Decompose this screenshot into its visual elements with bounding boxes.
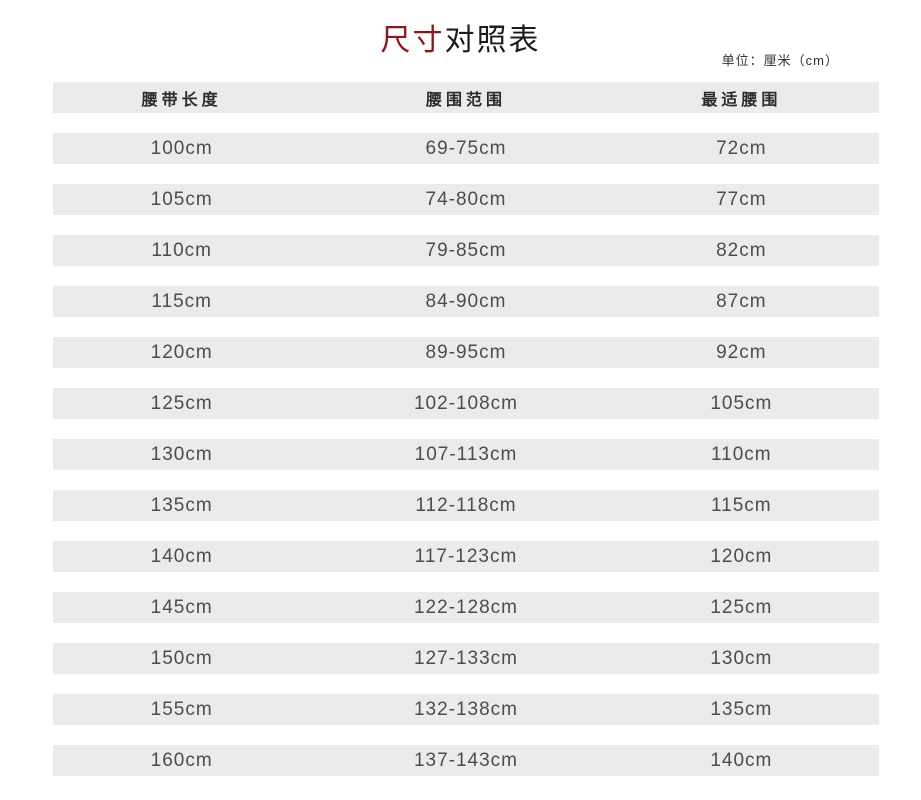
table-cell-belt-length: 115cm xyxy=(151,290,212,312)
page-title: 尺寸对照表 xyxy=(0,26,921,56)
table-row: 140cm 117-123cm 120cm xyxy=(53,541,879,572)
table-cell-belt-length: 120cm xyxy=(150,341,213,363)
table-row: 150cm 127-133cm 130cm xyxy=(53,643,879,674)
table-cell-belt-length: 155cm xyxy=(150,698,213,720)
table-cell-belt-length: 100cm xyxy=(150,137,213,159)
header-cell-belt-length: 腰带长度 xyxy=(141,91,222,109)
title-accent: 尺寸 xyxy=(380,24,445,57)
title-rest: 对照表 xyxy=(444,24,541,57)
table-row: 125cm 102-108cm 105cm xyxy=(53,388,879,419)
header-cell-best-waist: 最适腰围 xyxy=(701,91,782,109)
table-cell-belt-length: 110cm xyxy=(151,239,212,261)
table-row: 105cm 74-80cm 77cm xyxy=(53,184,879,215)
table-cell-belt-length: 150cm xyxy=(150,647,213,669)
table-cell-belt-length: 160cm xyxy=(150,749,213,771)
table-cell-belt-length: 125cm xyxy=(150,392,213,414)
table-cell-best-waist: 140cm xyxy=(710,749,773,771)
table-cell-best-waist: 87cm xyxy=(716,290,767,312)
table-cell-belt-length: 105cm xyxy=(150,188,213,210)
table-cell-waist-range: 107-113cm xyxy=(414,443,518,465)
table-cell-belt-length: 130cm xyxy=(150,443,213,465)
header-cell-waist-range: 腰围范围 xyxy=(425,91,506,109)
table-cell-best-waist: 115cm xyxy=(711,494,772,516)
table-cell-waist-range: 84-90cm xyxy=(425,290,507,312)
unit-note: 单位：厘米（cm） xyxy=(721,53,839,68)
table-row: 135cm 112-118cm 115cm xyxy=(53,490,879,521)
table-cell-waist-range: 74-80cm xyxy=(425,188,507,210)
table-row: 145cm 122-128cm 125cm xyxy=(53,592,879,623)
size-table: 腰带长度 腰围范围 最适腰围 100cm 69-75cm 72cm 105cm … xyxy=(53,82,879,796)
table-cell-best-waist: 77cm xyxy=(716,188,767,210)
table-row: 155cm 132-138cm 135cm xyxy=(53,694,879,725)
table-cell-waist-range: 122-128cm xyxy=(413,596,519,618)
table-cell-belt-length: 135cm xyxy=(150,494,213,516)
table-cell-best-waist: 105cm xyxy=(710,392,773,414)
table-cell-waist-range: 112-118cm xyxy=(415,494,517,516)
table-header-row: 腰带长度 腰围范围 最适腰围 xyxy=(53,82,879,113)
table-cell-waist-range: 117-123cm xyxy=(414,545,518,567)
table-row: 130cm 107-113cm 110cm xyxy=(53,439,879,470)
table-cell-waist-range: 127-133cm xyxy=(413,647,519,669)
table-cell-belt-length: 140cm xyxy=(150,545,213,567)
table-cell-best-waist: 130cm xyxy=(710,647,773,669)
table-row: 110cm 79-85cm 82cm xyxy=(53,235,879,266)
table-cell-belt-length: 145cm xyxy=(150,596,213,618)
table-row: 120cm 89-95cm 92cm xyxy=(53,337,879,368)
table-cell-waist-range: 79-85cm xyxy=(425,239,507,261)
table-cell-best-waist: 120cm xyxy=(710,545,773,567)
table-cell-best-waist: 82cm xyxy=(716,239,767,261)
table-cell-waist-range: 89-95cm xyxy=(425,341,507,363)
table-row: 100cm 69-75cm 72cm xyxy=(53,133,879,164)
table-row: 160cm 137-143cm 140cm xyxy=(53,745,879,776)
table-cell-best-waist: 110cm xyxy=(711,443,772,465)
table-cell-waist-range: 69-75cm xyxy=(425,137,507,159)
table-row: 115cm 84-90cm 87cm xyxy=(53,286,879,317)
table-cell-best-waist: 92cm xyxy=(716,341,767,363)
table-cell-best-waist: 72cm xyxy=(716,137,767,159)
table-cell-best-waist: 135cm xyxy=(710,698,773,720)
table-cell-best-waist: 125cm xyxy=(710,596,773,618)
table-cell-waist-range: 132-138cm xyxy=(413,698,519,720)
table-cell-waist-range: 102-108cm xyxy=(413,392,519,414)
table-cell-waist-range: 137-143cm xyxy=(413,749,519,771)
